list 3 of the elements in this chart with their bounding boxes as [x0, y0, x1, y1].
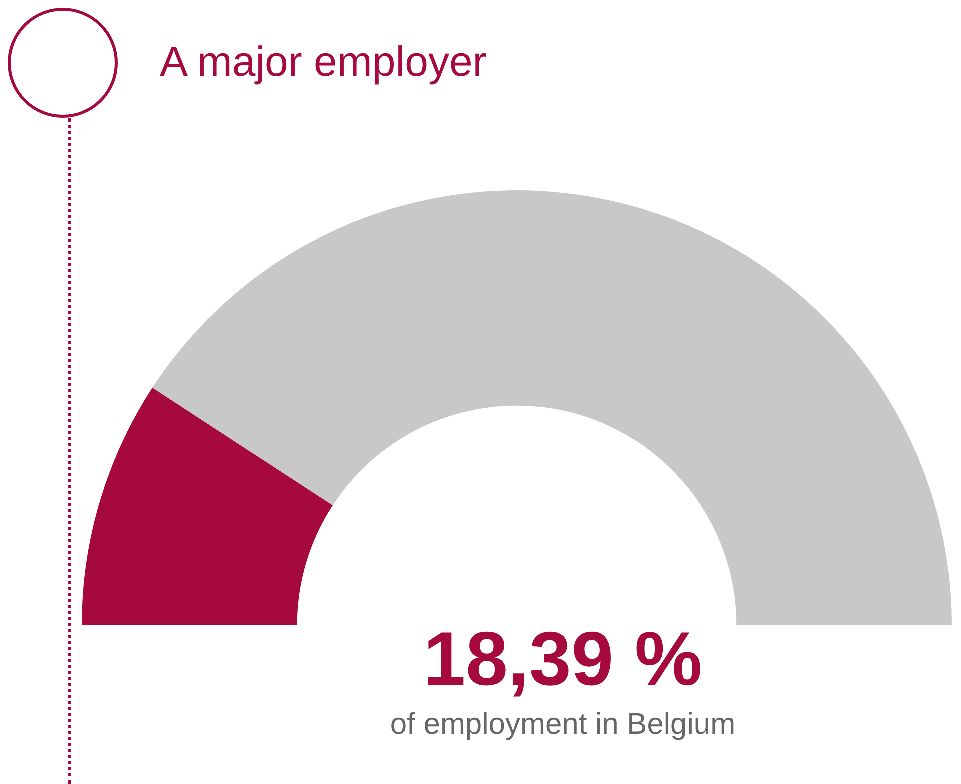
text: 18,39 % — [422, 616, 704, 704]
text: of employment in Belgium — [389, 707, 737, 743]
chart-title: A major employer — [160, 38, 487, 86]
